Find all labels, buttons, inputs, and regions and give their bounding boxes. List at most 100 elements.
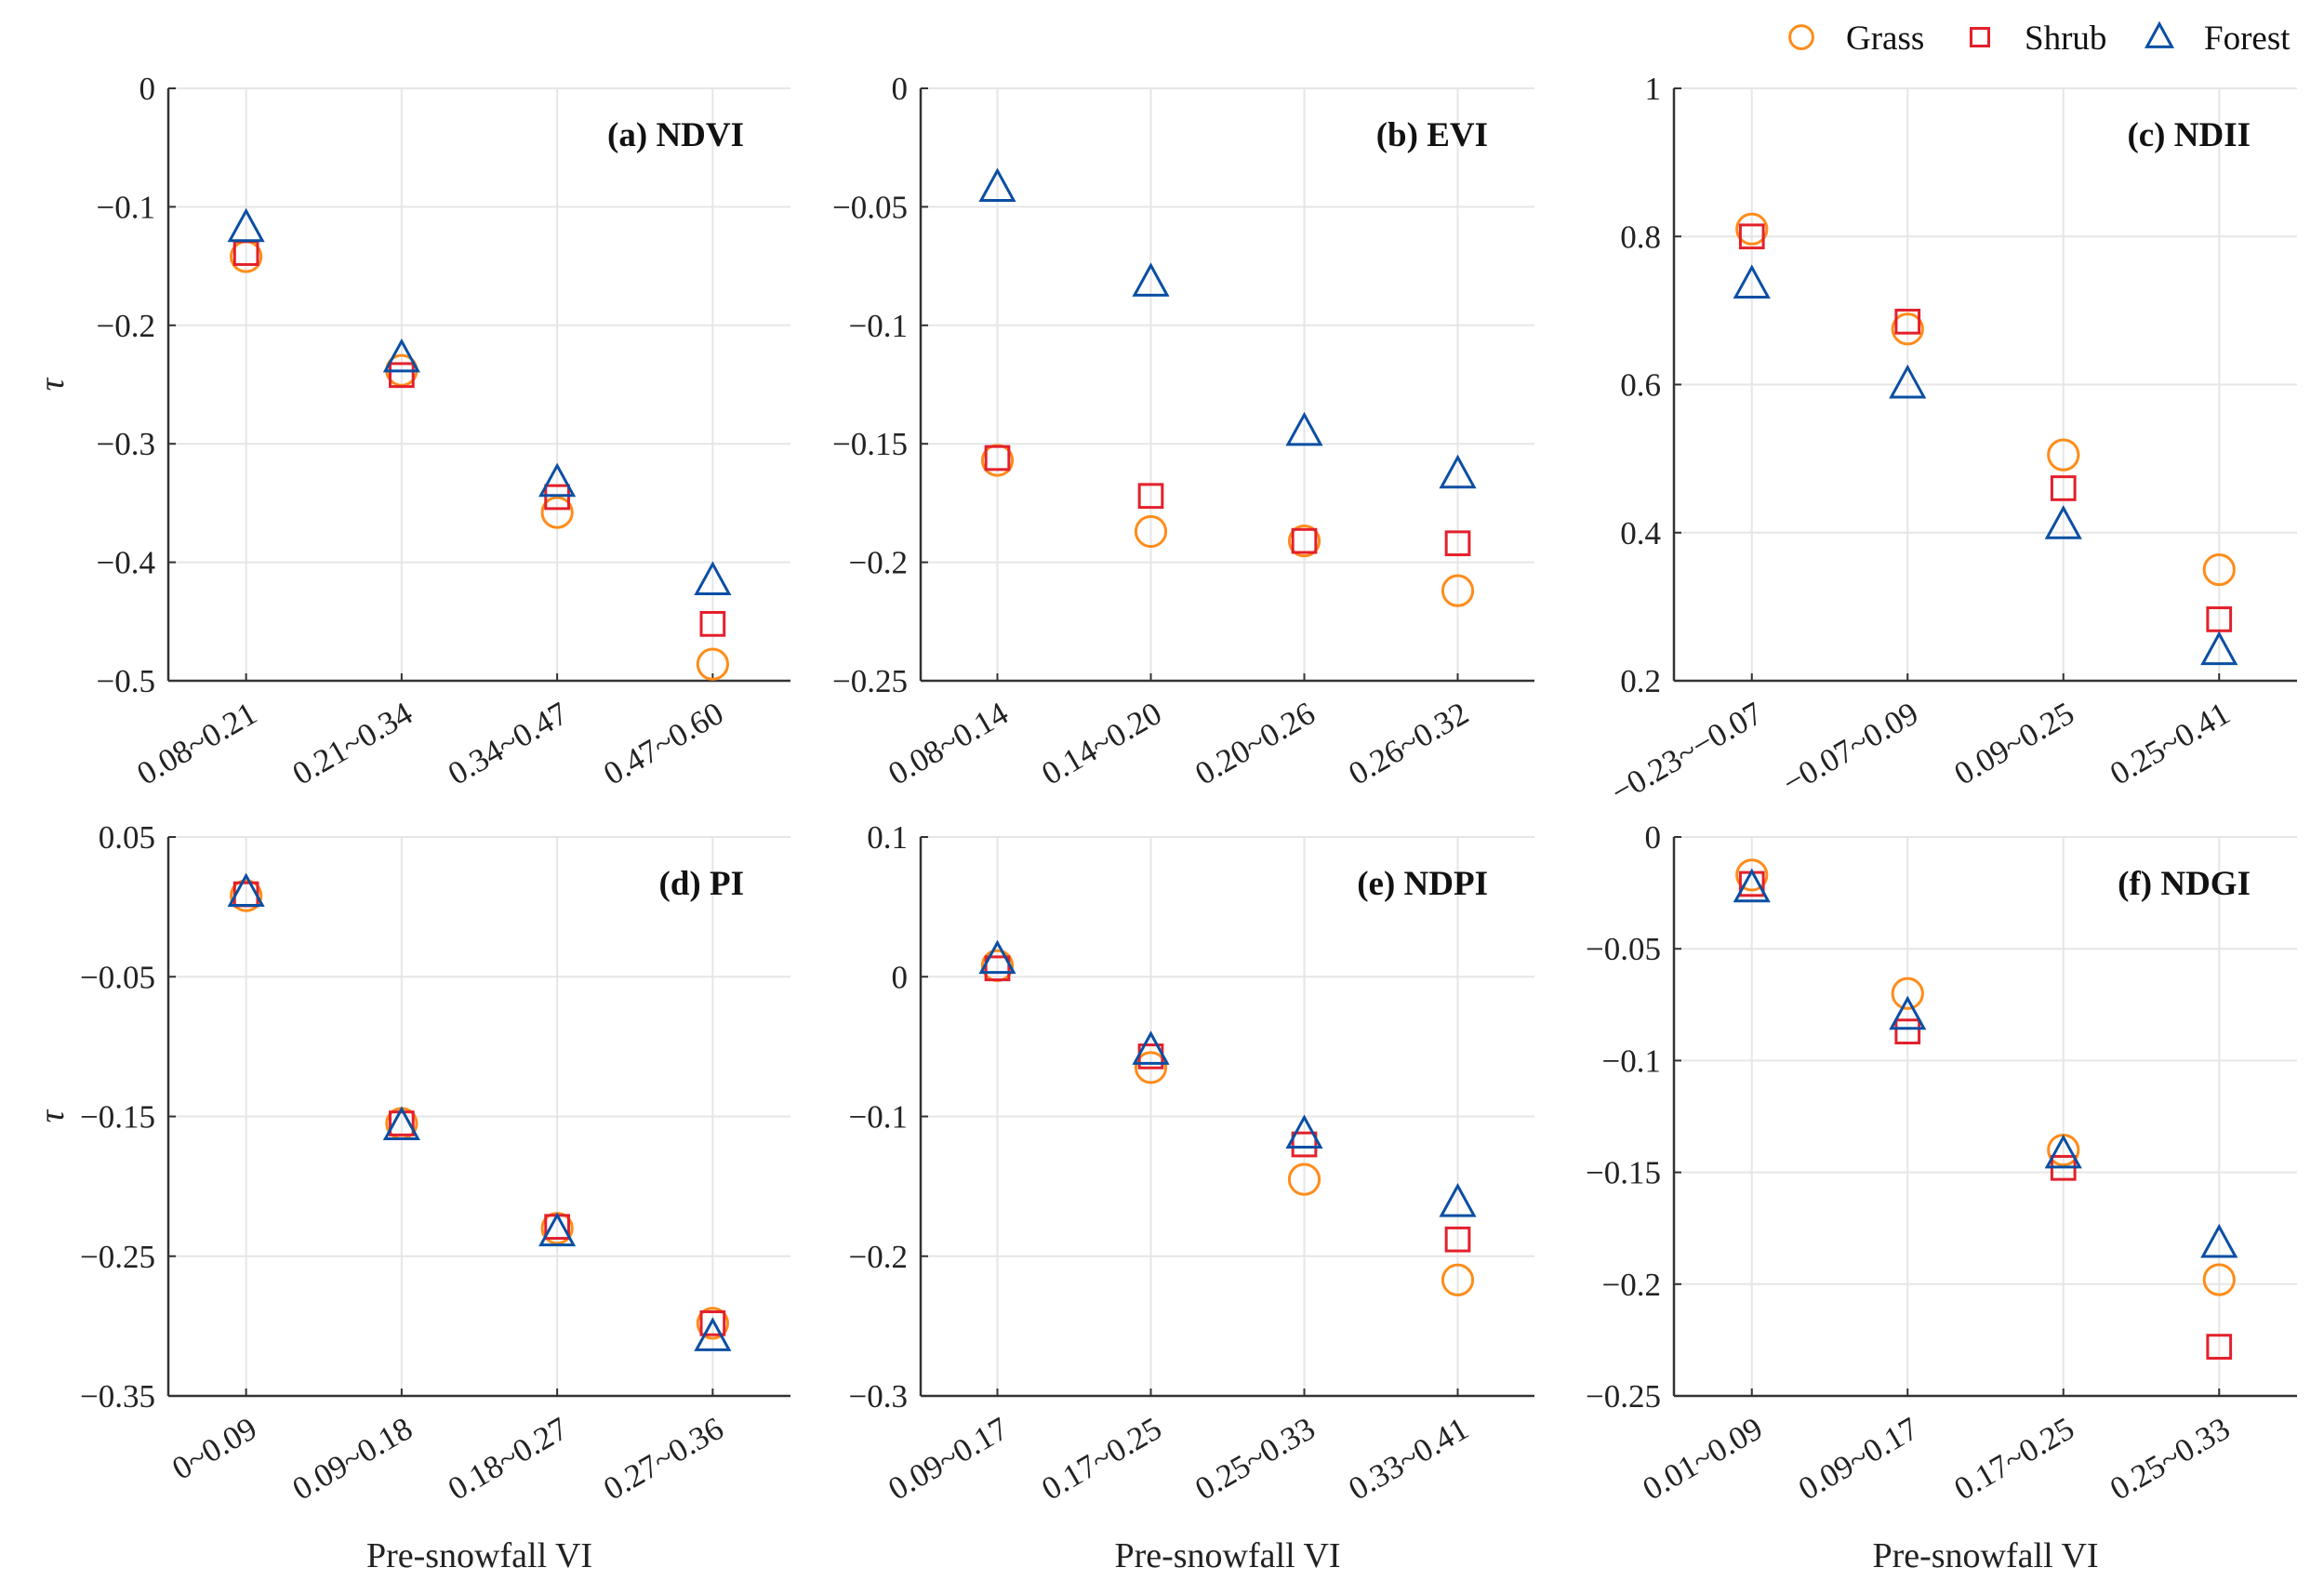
point-forest [978,167,1016,202]
point-shrub [1894,1018,1921,1044]
xtick-label: 0.34~0.47 [442,695,574,791]
panel-dpi: 0.05−0.05−0.15−0.25−0.350~0.09 0.09~0.18 0… [33,819,790,1575]
x-axis-label: Pre-snowfall VI [1114,1536,1340,1575]
point-forest [1285,1114,1323,1149]
xtick-label: 0.17~0.25 [1948,1410,2080,1507]
point-forest [538,462,577,498]
point-shrub [1137,483,1164,510]
ytick-label: 0.1 [867,819,908,856]
ytick-label: −0.25 [1586,1378,1661,1415]
ytick-label: 0 [1645,819,1662,856]
point-shrub [984,445,1011,472]
x-axis-label: Pre-snowfall VI [366,1536,592,1575]
point-forest [1733,264,1771,299]
ytick-label: −0.1 [97,189,156,225]
point-shrub [1444,530,1471,557]
point-shrub [699,1310,726,1336]
ytick-label: −0.1 [849,1099,909,1136]
ytick-label: 0.05 [99,819,155,856]
point-grass [1735,858,1769,892]
ytick-label: −0.15 [1586,1155,1661,1191]
panel-cndii: 1 0.8 0.6 0.4 0.2−0.23~−0.07 −0.07~0.09 0.09~0… [1605,71,2297,810]
ytick-label: 0.8 [1620,219,1661,255]
point-forest [1285,411,1323,446]
point-forest [227,207,265,243]
point-grass [1735,212,1769,246]
point-grass [1891,312,1924,346]
legend-grass-icon [1788,24,1814,50]
x-axis-label: Pre-snowfall VI [1872,1536,2098,1575]
legend-grass-label: Grass [1846,20,1924,58]
point-forest [694,1317,732,1351]
point-grass [230,879,263,912]
ytick-label: −0.2 [849,545,909,581]
point-grass [2202,552,2236,587]
panel-title: (a) NDVI [607,116,744,154]
ytick-label: 0 [892,959,909,995]
ytick-label: −0.05 [1586,931,1661,967]
point-forest [1132,1030,1170,1065]
point-forest [2200,631,2238,666]
xtick-label: 0.01~0.09 [1637,1410,1769,1507]
point-shrub [389,362,415,389]
ytick-label: −0.2 [1602,1267,1662,1303]
point-forest [382,338,420,373]
point-forest [382,1106,420,1140]
ytick-label: 0.4 [1620,515,1661,551]
point-shrub [2206,1334,2233,1360]
xtick-label: 0.09~0.18 [286,1410,418,1507]
point-forest [227,872,265,908]
ytick-label: 0.2 [1620,663,1661,699]
xtick-label: 0.27~0.36 [597,1410,729,1507]
xtick-label: 0.33~0.41 [1343,1410,1475,1507]
point-forest [1439,1182,1477,1217]
xtick-label: −0.23~−0.07 [1605,695,1769,810]
ytick-label: 0.6 [1620,367,1661,404]
point-shrub [1291,1131,1318,1158]
ytick-label: −0.25 [80,1239,155,1275]
legend-shrub-icon [1970,27,1990,47]
panel-title: (b) EVI [1376,116,1488,154]
ytick-label: −0.4 [97,545,156,581]
panel-andvi: 0−0.1−0.2−0.3−0.4−0.50.08~0.21 0.21~0.34 0… [33,71,790,792]
panel-title: (d) PI [659,865,744,903]
panel-bevi: 0 −0.05 −0.1 −0.15 −0.2 −0.250.08~0.14 0.14~0.… [832,71,1534,792]
point-shrub [544,484,570,511]
xtick-label: 0.09~0.25 [1948,695,2080,791]
point-forest [978,939,1016,975]
point-grass [1891,976,1924,1010]
point-grass [696,1307,729,1340]
point-grass [540,496,574,529]
ytick-label: −0.1 [1602,1043,1662,1079]
ytick-label: −0.15 [832,426,908,462]
legend-forest-label: Forest [2204,20,2291,58]
point-forest [1889,995,1927,1030]
point-forest [1439,454,1477,489]
point-forest [1889,364,1927,399]
point-grass [1134,1051,1168,1084]
point-grass [696,647,729,681]
point-forest [1132,262,1170,297]
point-grass [1441,1263,1475,1296]
xtick-label: 0.08~0.21 [131,695,263,791]
ytick-label: −0.2 [97,308,156,344]
panel-title: (e) NDPI [1357,865,1488,903]
y-axis-label: τ [33,377,72,391]
legend-shrub-label: Shrub [2025,20,2106,58]
point-grass [1441,574,1475,607]
point-grass [2202,1263,2236,1296]
point-forest [1733,868,1771,903]
xtick-label: 0.14~0.20 [1036,695,1168,791]
xtick-label: 0~0.09 [166,1410,263,1487]
ytick-label: −0.1 [849,308,909,344]
xtick-label: 0.47~0.60 [597,695,729,791]
xtick-label: 0.25~0.33 [2104,1410,2236,1507]
point-shrub [389,1110,415,1136]
ytick-label: 0 [892,71,909,107]
panel-endpi: 0.1 0 −0.1 −0.2 −0.30.09~0.17 0.17~0.25 0.25~0… [849,819,1534,1575]
xtick-label: 0.17~0.25 [1036,1410,1168,1507]
panel-title: (c) NDII [2127,116,2251,154]
ytick-label: −0.2 [849,1239,909,1275]
point-shrub [1738,223,1765,250]
xtick-label: 0.21~0.34 [286,695,418,791]
